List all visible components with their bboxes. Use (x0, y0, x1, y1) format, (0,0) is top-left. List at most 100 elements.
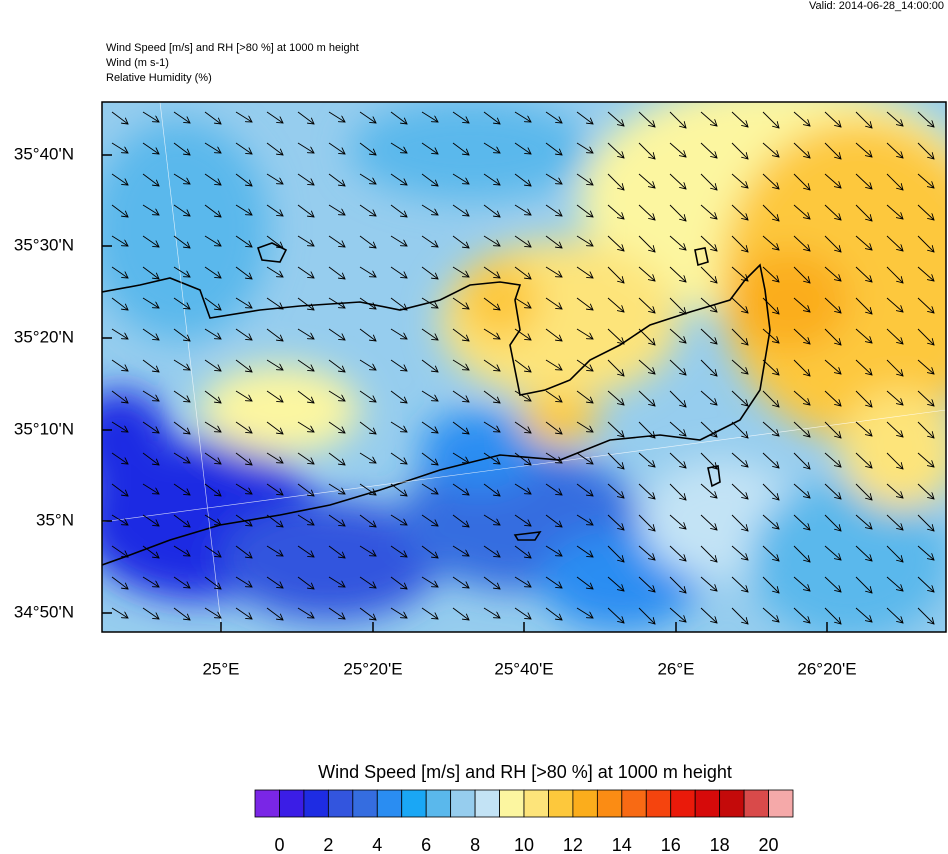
wind-arrow (328, 483, 345, 494)
wind-arrow (545, 266, 562, 277)
wind-arrow (142, 452, 159, 465)
wind-arrow (607, 545, 624, 562)
wind-arrow (297, 359, 314, 371)
wind-arrow (545, 204, 562, 216)
wind-arrow (638, 390, 655, 406)
wind-arrow (483, 452, 500, 464)
wind-arrow (576, 142, 593, 153)
wind-arrow (111, 266, 128, 278)
wind-arrow (638, 576, 655, 592)
wind-arrow (328, 576, 345, 587)
wind-arrow (390, 142, 407, 153)
wind-arrow (793, 421, 810, 437)
wind-arrow (297, 173, 314, 185)
wind-arrow (204, 142, 221, 153)
wind-arrow (204, 297, 221, 310)
wind-arrow (514, 266, 531, 279)
wind-arrow (204, 452, 221, 464)
wind-arrow (824, 545, 841, 560)
wind-arrow (731, 545, 748, 560)
wind-arrow (266, 421, 283, 434)
wind-arrow (917, 483, 934, 499)
wind-arrow (917, 328, 934, 345)
wind-arrow (917, 297, 934, 313)
wind-arrow (173, 266, 190, 277)
wind-arrow (173, 483, 190, 495)
wind-arrow (762, 452, 779, 468)
colorbar-swatch (327, 789, 354, 818)
wind-arrow (886, 514, 903, 530)
colorbar-swatch (279, 789, 305, 818)
wind-arrow (886, 359, 903, 376)
wind-arrow (235, 607, 252, 619)
wind-arrow (328, 545, 345, 558)
wind-arrow (514, 328, 531, 340)
colorbar-label: 12 (563, 835, 583, 854)
wind-arrow (917, 204, 934, 220)
wind-arrow (607, 421, 624, 437)
wind-arrow (700, 266, 717, 283)
wind-arrow (111, 111, 128, 124)
wind-arrow (421, 390, 438, 401)
colorbar-swatch (450, 789, 476, 818)
wind-arrow (297, 421, 314, 432)
wind-arrow (762, 266, 779, 282)
wind-arrow (917, 235, 934, 252)
wind-arrow (576, 111, 593, 124)
wind-arrow (700, 514, 717, 530)
wind-arrow (700, 173, 717, 190)
field-label: Wind (m s-1) (106, 57, 169, 69)
wind-arrow (731, 266, 748, 281)
wind-arrow (390, 483, 407, 496)
wind-arrow (204, 328, 221, 339)
wind-arrow (545, 421, 562, 434)
wind-arrow (390, 576, 407, 589)
colorbar-swatch (254, 789, 280, 818)
wind-arrow (514, 483, 531, 494)
colorbar-swatch (303, 789, 329, 818)
wind-arrow (669, 576, 686, 593)
lat-label: 34°50'N (14, 602, 74, 621)
wind-arrow (452, 452, 469, 463)
wind-arrow (545, 452, 562, 463)
wind-arrow (452, 142, 469, 155)
wind-arrow (328, 297, 345, 308)
wind-arrow (855, 421, 872, 436)
wind-arrow (793, 390, 810, 405)
wind-arrow (917, 514, 934, 531)
wind-arrow (421, 514, 438, 526)
wind-arrow (297, 483, 314, 496)
colorbar-swatch (768, 789, 794, 818)
wind-arrow (576, 607, 593, 618)
colorbar-label: 14 (612, 835, 632, 854)
wind-arrow (235, 421, 252, 433)
wind-arrow (359, 607, 376, 620)
wind-arrow (607, 328, 624, 344)
map-field (102, 102, 946, 632)
graticule (102, 102, 946, 632)
wind-arrow (390, 111, 407, 124)
wind-arrow (173, 421, 190, 434)
wind-arrow (545, 235, 562, 248)
wind-arrow (917, 576, 934, 592)
wind-arrow (638, 483, 655, 499)
wind-arrow (638, 266, 655, 281)
wind-arrow (328, 421, 345, 433)
wind-arrow (700, 452, 717, 469)
wind-arrow (886, 111, 903, 126)
wind-arrow (824, 235, 841, 252)
wind-arrow (731, 204, 748, 220)
wind-arrow (762, 576, 779, 593)
wind-arrow (638, 359, 655, 374)
wind-arrow (173, 142, 190, 155)
wind-arrow (297, 235, 314, 246)
wind-arrow (762, 421, 779, 436)
wind-arrow (669, 359, 686, 375)
wind-arrow (297, 576, 314, 589)
wind-arrow (328, 359, 345, 372)
wind-arrow (483, 266, 500, 278)
wind-arrow (793, 607, 810, 623)
wind-arrow (359, 142, 376, 155)
wind-arrow (607, 359, 624, 376)
wind-arrow (173, 576, 190, 588)
